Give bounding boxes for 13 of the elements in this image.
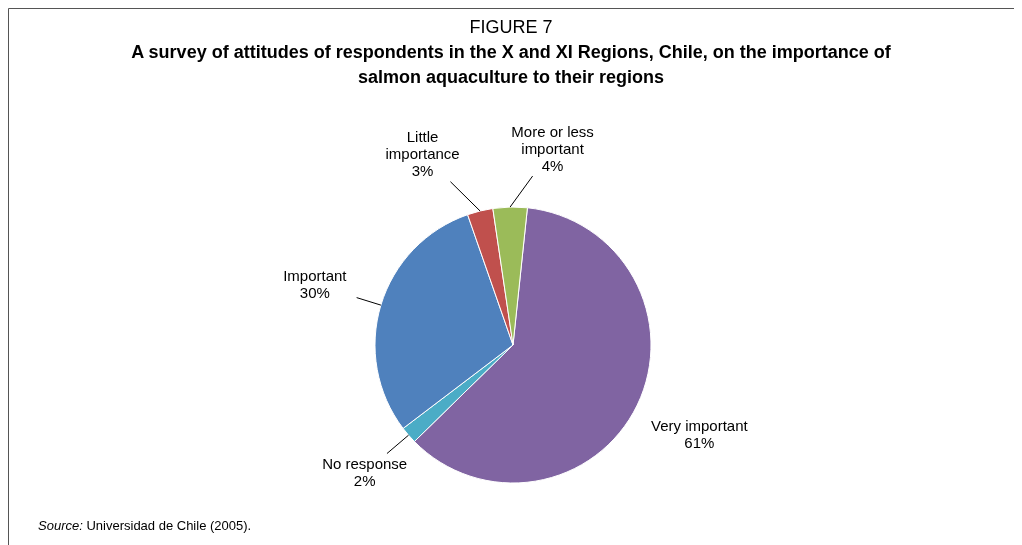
data-label: 2% xyxy=(353,472,376,490)
slice-label: More or less important xyxy=(511,122,594,157)
slice-label: No response xyxy=(322,455,408,473)
slice-label: Important xyxy=(283,267,348,285)
data-label: 3% xyxy=(411,162,434,180)
chart-title: FIGURE 7 xyxy=(469,17,553,37)
source-note: Source: Universidad de Chile (2005). xyxy=(38,518,252,533)
data-label: 30% xyxy=(299,284,330,302)
data-label: 4% xyxy=(541,156,564,174)
chart-subtitle: A survey of attitudes of respondents in the X and XI Regions, Chile, on the importance of salmon aquaculture to their regions xyxy=(131,42,892,87)
data-label: 61% xyxy=(684,434,715,452)
slice-label: Little importance xyxy=(385,128,460,163)
slice-label: Very important xyxy=(651,417,749,435)
